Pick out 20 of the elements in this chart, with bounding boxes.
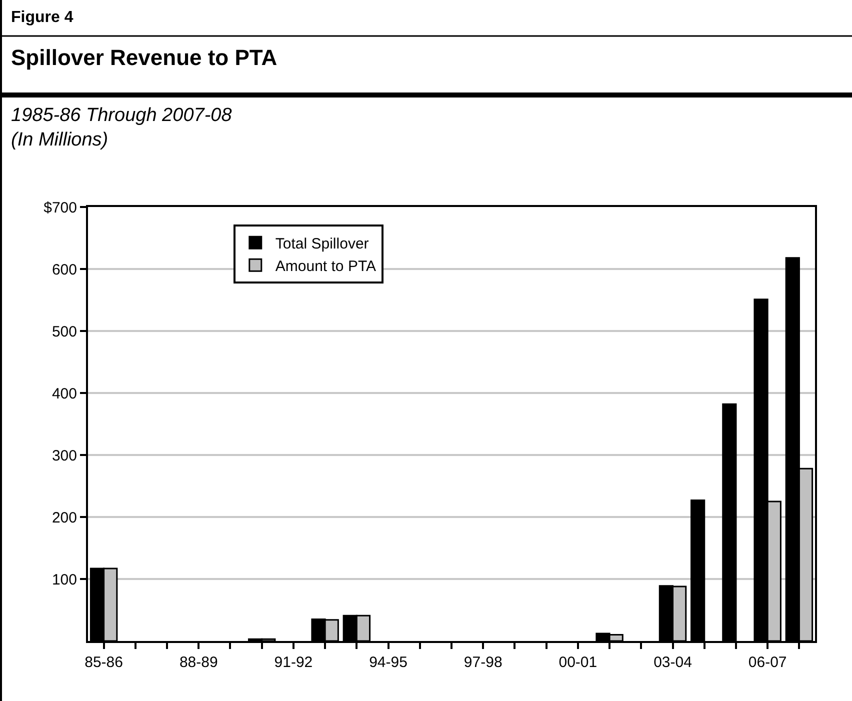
y-tick-label: 600 <box>52 261 77 278</box>
legend-label: Amount to PTA <box>275 258 376 275</box>
y-tick-label: $700 <box>44 199 77 216</box>
x-tick-label: 85-86 <box>84 654 123 671</box>
x-tick-label: 03-04 <box>654 654 692 671</box>
y-tick-label: 400 <box>52 385 77 402</box>
y-tick-label: 300 <box>52 447 77 464</box>
x-tick-label: 06-07 <box>748 654 787 671</box>
legend-label: Total Spillover <box>275 235 369 252</box>
chart-title: Spillover Revenue to PTA <box>11 45 278 70</box>
x-tick-label: 88-89 <box>179 654 218 671</box>
y-tick-label: 200 <box>52 509 77 526</box>
y-tick-label: 500 <box>52 323 77 340</box>
x-tick-label: 91-92 <box>274 654 313 671</box>
chart-subtitle: 1985-86 Through 2007-08 (In Millions) <box>11 105 232 151</box>
x-tick-label: 97-98 <box>464 654 502 671</box>
x-tick-label: 94-95 <box>369 654 408 671</box>
caption: Figure 4 <box>11 9 74 26</box>
y-tick-label: 100 <box>52 571 77 588</box>
x-tick-label: 00-01 <box>558 654 598 671</box>
